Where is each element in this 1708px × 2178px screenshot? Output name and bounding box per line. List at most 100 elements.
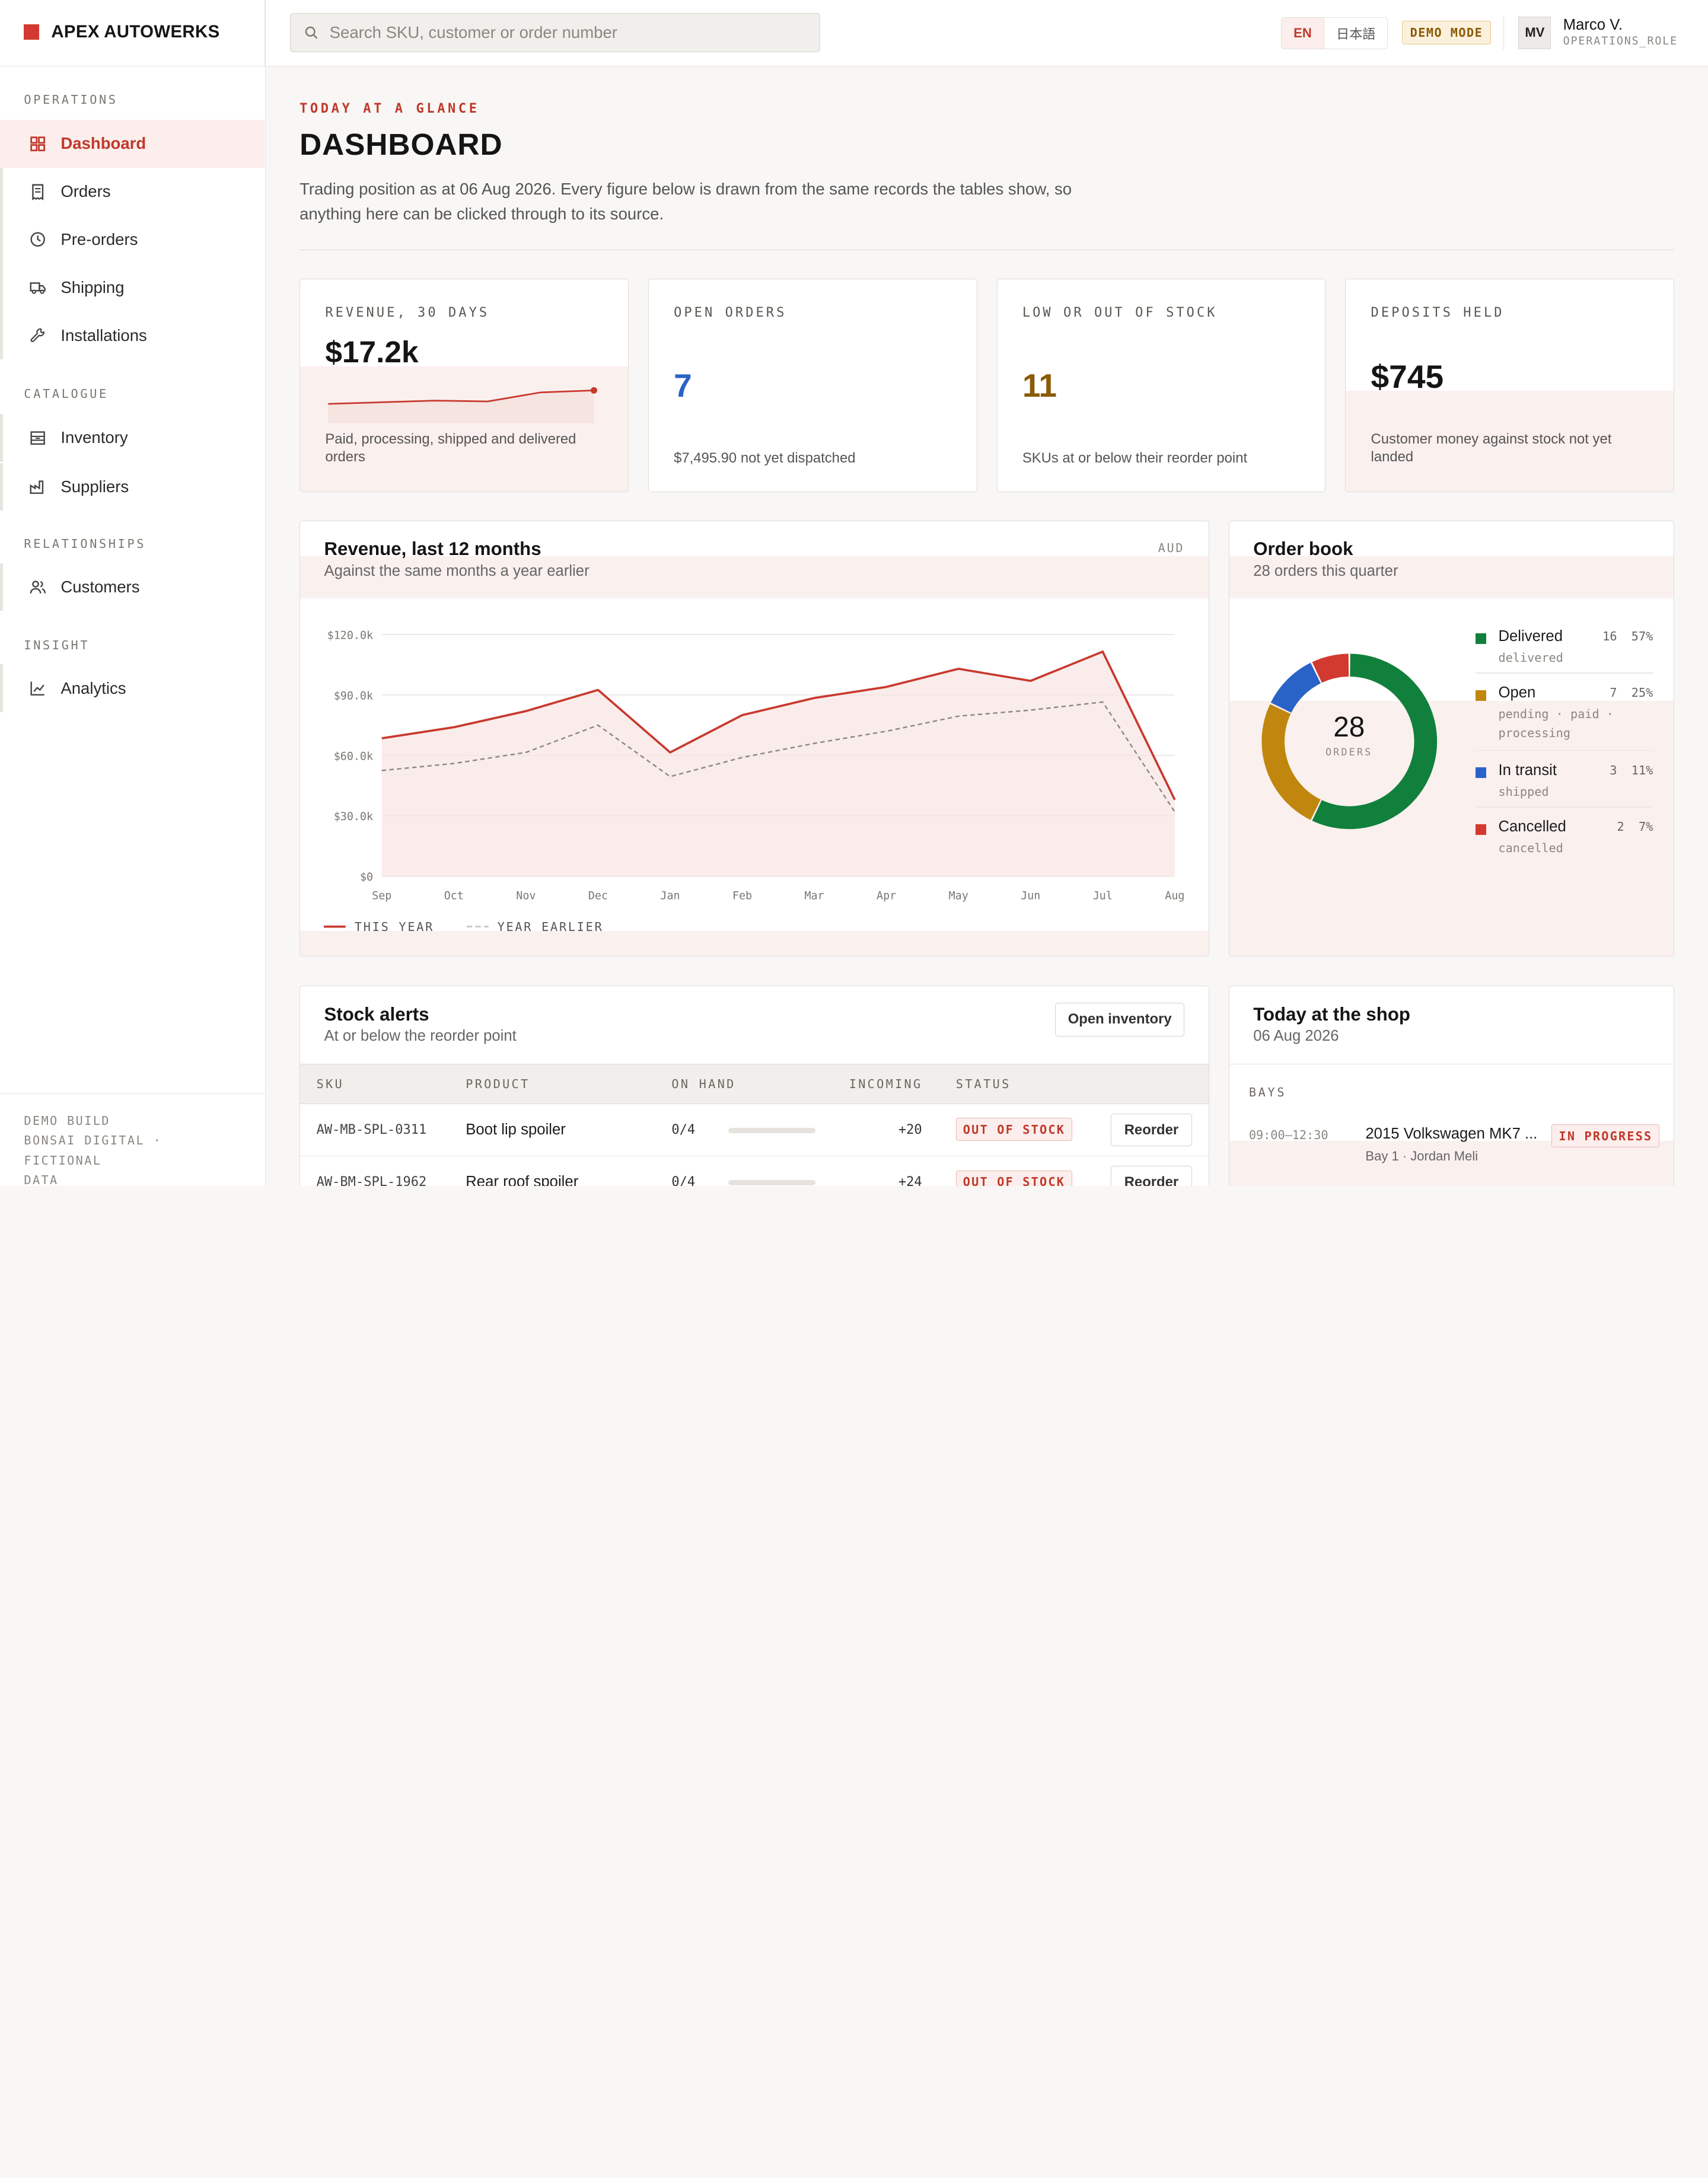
avatar[interactable]: MV [1518,17,1551,49]
donut-total: 28 [1262,711,1436,744]
legend-item-in-transit[interactable]: In transit 3 11% shipped [1476,762,1653,810]
column-header-incoming: INCOMING [849,1064,923,1104]
status-badge: IN PROGRESS [1551,1124,1659,1147]
sparkline-area [329,391,594,423]
open-inventory-button[interactable]: Open inventory [1055,1003,1185,1037]
kpi-card-revenue[interactable]: REVENUE, 30 DAYS $17.2k Paid, processing… [299,279,629,492]
reorder-button[interactable]: Reorder [1111,1166,1193,1186]
legend-swatch-this-year [324,924,346,929]
sidebar-footer: DEMO BUILD BONSAI DIGITAL · FICTIONAL DA… [0,1093,265,1186]
inventory-box-icon [29,429,46,447]
factory-icon [29,478,46,495]
legend-dot [1476,690,1486,701]
legend-dot [1476,767,1486,778]
kpi-label: LOW OR OUT OF STOCK [1022,305,1218,320]
donut-total-label: ORDERS [1262,747,1436,758]
legend-item-delivered[interactable]: Delivered 16 57% delivered [1476,628,1653,676]
table-row[interactable]: AW-BM-SPL-1962 Rear roof spoiler 0/4 +24… [300,1156,1209,1186]
currency-label: AUD [1158,541,1185,555]
legend-label: THIS YEAR [355,920,434,934]
sidebar-item-orders[interactable]: Orders [0,168,265,216]
legend-count: 16 [1602,629,1617,643]
revenue-chart-panel: Revenue, last 12 months Against the same… [299,521,1209,956]
status-badge: OUT OF STOCK [956,1118,1072,1141]
x-tick-label: Nov [516,889,536,902]
column-header-product: PRODUCT [466,1064,530,1104]
reorder-button[interactable]: Reorder [1111,1114,1193,1146]
sidebar-item-customers[interactable]: Customers [0,563,265,611]
legend-item-cancelled[interactable]: Cancelled 2 7% cancelled [1476,818,1653,866]
x-tick-label: Jun [1021,889,1040,902]
sidebar-item-installations[interactable]: Installations [0,311,265,359]
legend-label: YEAR EARLIER [498,920,604,934]
legend-swatch-year-earlier [467,924,489,929]
stock-level-bar [728,1128,815,1133]
lang-ja-button[interactable]: 日本語 [1324,18,1388,48]
nav-section-relationships: RELATIONSHIPS [24,537,146,551]
footer-line: DEMO BUILD [24,1111,241,1131]
x-tick-label: May [949,889,968,902]
footer-line: BONSAI DIGITAL · FICTIONAL [24,1131,241,1170]
sidebar-item-suppliers[interactable]: Suppliers [0,463,265,511]
panel-title: Revenue, last 12 months [324,538,541,560]
sparkline-end-point [591,387,597,394]
column-header-status: STATUS [956,1064,1011,1104]
legend-item-open[interactable]: Open 7 25% pending · paid · processing [1476,684,1653,750]
brand[interactable]: APEX AUTOWERKS [24,22,219,42]
sidebar-item-analytics[interactable]: Analytics [0,664,265,712]
legend-stat: 3 11% [1610,763,1653,777]
x-tick-label: Oct [444,889,464,902]
demo-mode-badge: DEMO MODE [1402,21,1491,44]
legend-pct: 7% [1639,819,1653,834]
sidebar-item-preorders[interactable]: Pre-orders [0,216,265,264]
y-tick-label: $30.0k [334,811,373,823]
sidebar-item-inventory[interactable]: Inventory [0,414,265,462]
sidebar-item-label: Suppliers [60,477,129,496]
x-tick-label: Jan [660,889,680,902]
wrench-icon [29,327,46,344]
cell-incoming: +24 [898,1175,922,1186]
kpi-value: $17.2k [325,334,418,369]
panel-title: Order book [1253,538,1353,560]
user-divider [1503,15,1505,50]
search-box[interactable] [290,13,820,52]
x-tick-label: Sep [372,889,391,902]
cell-on-hand: 0/4 [671,1123,695,1137]
legend-sub: shipped [1498,783,1629,801]
kpi-card-open-orders[interactable]: OPEN ORDERS 7 $7,495.90 not yet dispatch… [648,279,977,492]
kpi-label: REVENUE, 30 DAYS [325,305,489,320]
x-tick-label: Dec [588,889,608,902]
nav-section-insight: INSIGHT [24,638,90,652]
y-tick-label: $120.0k [327,629,373,642]
kpi-card-stock[interactable]: LOW OR OUT OF STOCK 11 SKUs at or below … [997,279,1326,492]
donut-segment-in-transit[interactable] [1281,673,1315,707]
brand-logo-mark [24,24,39,40]
sidebar-item-dashboard[interactable]: Dashboard [0,120,265,168]
legend-count: 7 [1610,685,1617,700]
sidebar-item-shipping[interactable]: Shipping [0,263,265,311]
schedule-item[interactable]: 09:00–12:30 2015 Volkswagen MK7 ... Bay … [1229,1115,1674,1180]
kpi-value: 11 [1022,366,1057,404]
legend-name: Delivered [1498,628,1563,645]
table-row[interactable]: AW-MB-SPL-0311 Boot lip spoiler 0/4 +20 … [300,1104,1209,1156]
sidebar-item-label: Installations [60,326,146,345]
truck-icon [29,279,46,296]
footer-line: DATA [24,1171,241,1187]
schedule-detail: Bay 1 · Jordan Meli [1365,1149,1478,1164]
donut-segment-cancelled[interactable] [1317,665,1348,672]
sidebar-item-label: Pre-orders [60,230,138,249]
legend-stat: 2 7% [1617,819,1653,834]
x-tick-label: Feb [732,889,752,902]
kpi-card-deposits[interactable]: DEPOSITS HELD $745 Customer money agains… [1345,279,1674,492]
revenue-sparkline [324,380,607,423]
table-header: SKU PRODUCT ON HAND INCOMING STATUS [300,1064,1209,1104]
receipt-icon [29,183,46,200]
legend-count: 2 [1617,819,1624,834]
legend-name: In transit [1498,762,1557,779]
search-input[interactable] [330,23,787,42]
cell-sku: AW-MB-SPL-0311 [317,1123,427,1137]
lang-en-button[interactable]: EN [1282,18,1324,48]
nav-section-catalogue: CATALOGUE [24,387,108,401]
legend-pct: 11% [1631,763,1653,777]
